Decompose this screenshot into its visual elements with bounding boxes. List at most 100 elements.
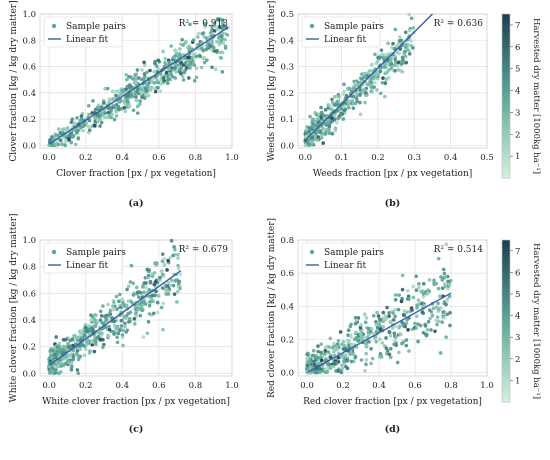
y-tick-label: 0.0 (280, 141, 294, 151)
sample-point (153, 261, 157, 265)
sample-point (217, 17, 221, 21)
sample-point (376, 55, 380, 60)
colorbar-segment (502, 350, 510, 354)
colorbar-segment (502, 331, 510, 335)
sample-point (89, 313, 93, 318)
sample-point (112, 300, 116, 304)
sample-point (124, 330, 129, 334)
sample-point (204, 47, 208, 52)
colorbar-segment (502, 312, 510, 317)
colorbar-tick-label: 7 (515, 21, 520, 31)
sample-point (405, 318, 409, 322)
sample-point (138, 99, 143, 103)
sample-point (332, 350, 336, 354)
y-tick-label: 0.4 (22, 89, 36, 99)
sample-point (332, 114, 337, 118)
sample-point (56, 127, 61, 131)
sample-point (339, 342, 344, 347)
sample-point (178, 272, 183, 276)
sample-point (417, 285, 421, 290)
sample-point (366, 330, 371, 335)
sample-point (87, 323, 91, 328)
sample-point (175, 300, 179, 304)
sample-point (317, 112, 321, 117)
sample-point (152, 70, 157, 74)
x-tick-label: 0.2 (79, 153, 93, 163)
sample-point (414, 288, 419, 292)
colorbar-segment (502, 57, 510, 61)
sample-point (403, 54, 408, 59)
sample-point (374, 322, 379, 327)
colorbar-segment (502, 296, 510, 300)
sample-pairs (305, 242, 453, 375)
sample-point (173, 66, 177, 71)
sample-point (345, 339, 350, 343)
sample-point (173, 247, 177, 252)
legend-label-linear-fit: Linear fit (66, 35, 109, 45)
linear-fit-line (304, 13, 433, 141)
sample-point (192, 79, 197, 83)
sample-point (436, 286, 441, 291)
sample-point (307, 143, 312, 147)
sample-point (418, 323, 423, 328)
y-tick-label: 0.5 (280, 10, 294, 20)
sample-point (134, 314, 139, 318)
legend-marker-sample-pairs (309, 249, 315, 255)
sample-point (133, 322, 137, 326)
sample-point (311, 348, 316, 353)
legend: Sample pairs Linear fit (301, 242, 384, 274)
legend-label-sample-pairs: Sample pairs (66, 22, 126, 32)
sample-point (69, 364, 74, 368)
sample-point (319, 105, 323, 110)
sample-point (212, 23, 217, 28)
x-tick-label: 0.6 (152, 153, 166, 163)
colorbar-tick-label: 2 (515, 130, 520, 140)
sample-point (191, 61, 196, 66)
sample-point (342, 82, 346, 87)
sample-point (319, 358, 324, 363)
sample-point (326, 350, 331, 354)
sample-point (178, 286, 182, 291)
colorbar-segment (502, 175, 510, 179)
panel-letter: (a) (128, 198, 143, 209)
colorbar-segment (502, 41, 510, 45)
colorbar-segment (502, 245, 510, 249)
sample-point (364, 91, 368, 95)
sample-point (122, 315, 126, 319)
sample-point (135, 87, 140, 92)
sample-point (114, 294, 119, 299)
sample-point (380, 341, 385, 345)
sample-point (182, 70, 187, 75)
sample-point (218, 55, 223, 60)
sample-point (116, 331, 121, 336)
sample-point (194, 75, 199, 80)
sample-point (160, 252, 165, 256)
y-tick-label: 1.0 (22, 10, 36, 20)
sample-point (203, 22, 208, 26)
colorbar-segment (502, 345, 510, 349)
x-tick-label: 0.4 (116, 153, 130, 163)
sample-point (82, 333, 87, 337)
sample-point (146, 83, 150, 88)
sample-point (411, 26, 416, 30)
sample-point (125, 287, 129, 292)
sample-point (128, 280, 133, 284)
sample-point (78, 332, 83, 337)
sample-point (310, 353, 315, 358)
sample-point (76, 371, 81, 376)
sample-point (145, 267, 150, 272)
sample-point (212, 20, 217, 25)
sample-point (320, 133, 324, 138)
sample-point (353, 321, 358, 326)
colorbar-segment (502, 106, 510, 111)
sample-point (350, 98, 355, 103)
sample-point (167, 77, 171, 81)
sample-point (428, 316, 432, 321)
x-tick-label: 0.3 (408, 153, 422, 163)
sample-point (223, 44, 228, 49)
sample-point (323, 367, 328, 371)
legend-marker-sample-pairs (51, 249, 57, 255)
sample-point (358, 112, 363, 117)
colorbar-segment (502, 161, 510, 165)
sample-point (339, 370, 344, 375)
